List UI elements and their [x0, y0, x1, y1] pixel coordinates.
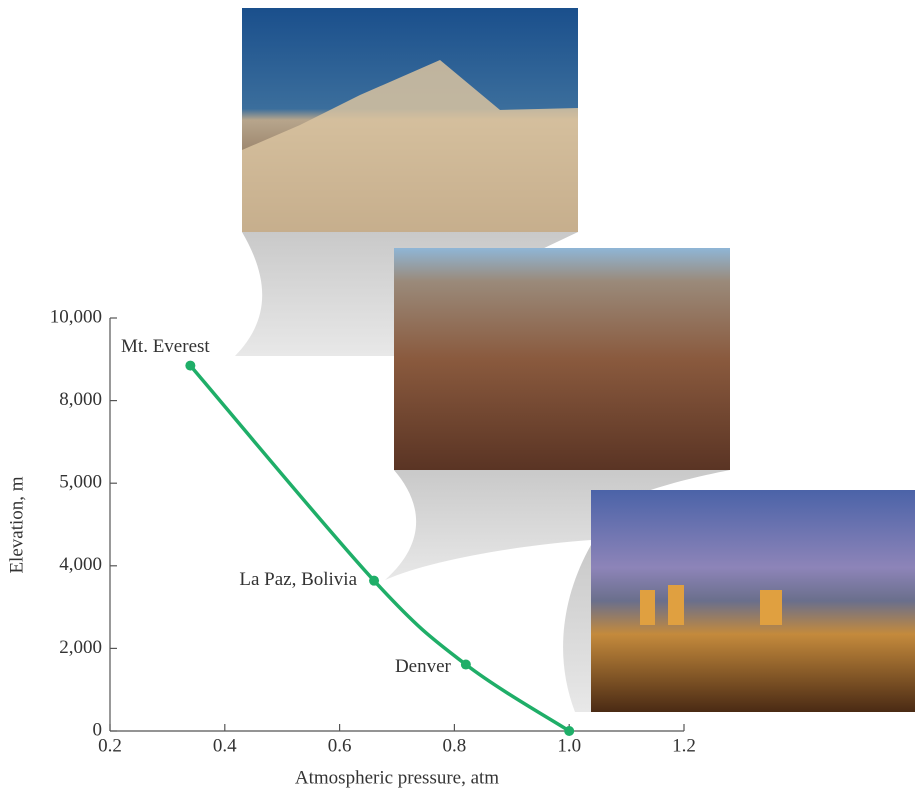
y-tick-label: 5,000	[59, 472, 102, 493]
photo-denver	[591, 490, 915, 712]
point	[460, 659, 471, 670]
y-tick-label: 8,000	[59, 389, 102, 410]
point-label: La Paz, Bolivia	[239, 569, 357, 590]
projection	[563, 545, 591, 712]
photo-la-paz	[394, 248, 730, 470]
x-tick-label: 1.2	[672, 735, 696, 756]
y-tick-label: 10,000	[50, 306, 102, 327]
point	[564, 726, 575, 736]
point	[185, 360, 196, 371]
x-tick-label: 0.8	[443, 735, 467, 756]
point	[369, 575, 380, 586]
point-label: Mt. Everest	[121, 336, 210, 357]
x-tick-label: 0.6	[328, 735, 352, 756]
photo-buildings	[640, 585, 782, 625]
x-axis-label: Atmospheric pressure, atm	[295, 767, 499, 788]
photo-mountain	[242, 60, 578, 232]
y-axis-label: Elevation, m	[6, 476, 27, 573]
projection	[385, 470, 730, 580]
y-tick-label: 4,000	[59, 554, 102, 575]
x-tick-label: 0.4	[213, 735, 237, 756]
y-tick-label: 2,000	[59, 637, 102, 658]
x-tick-label: 1.0	[557, 735, 581, 756]
y-tick-label: 0	[93, 719, 103, 740]
line	[189, 364, 571, 733]
point-label: Denver	[395, 656, 452, 677]
x-tick-label: 0.2	[98, 735, 122, 756]
